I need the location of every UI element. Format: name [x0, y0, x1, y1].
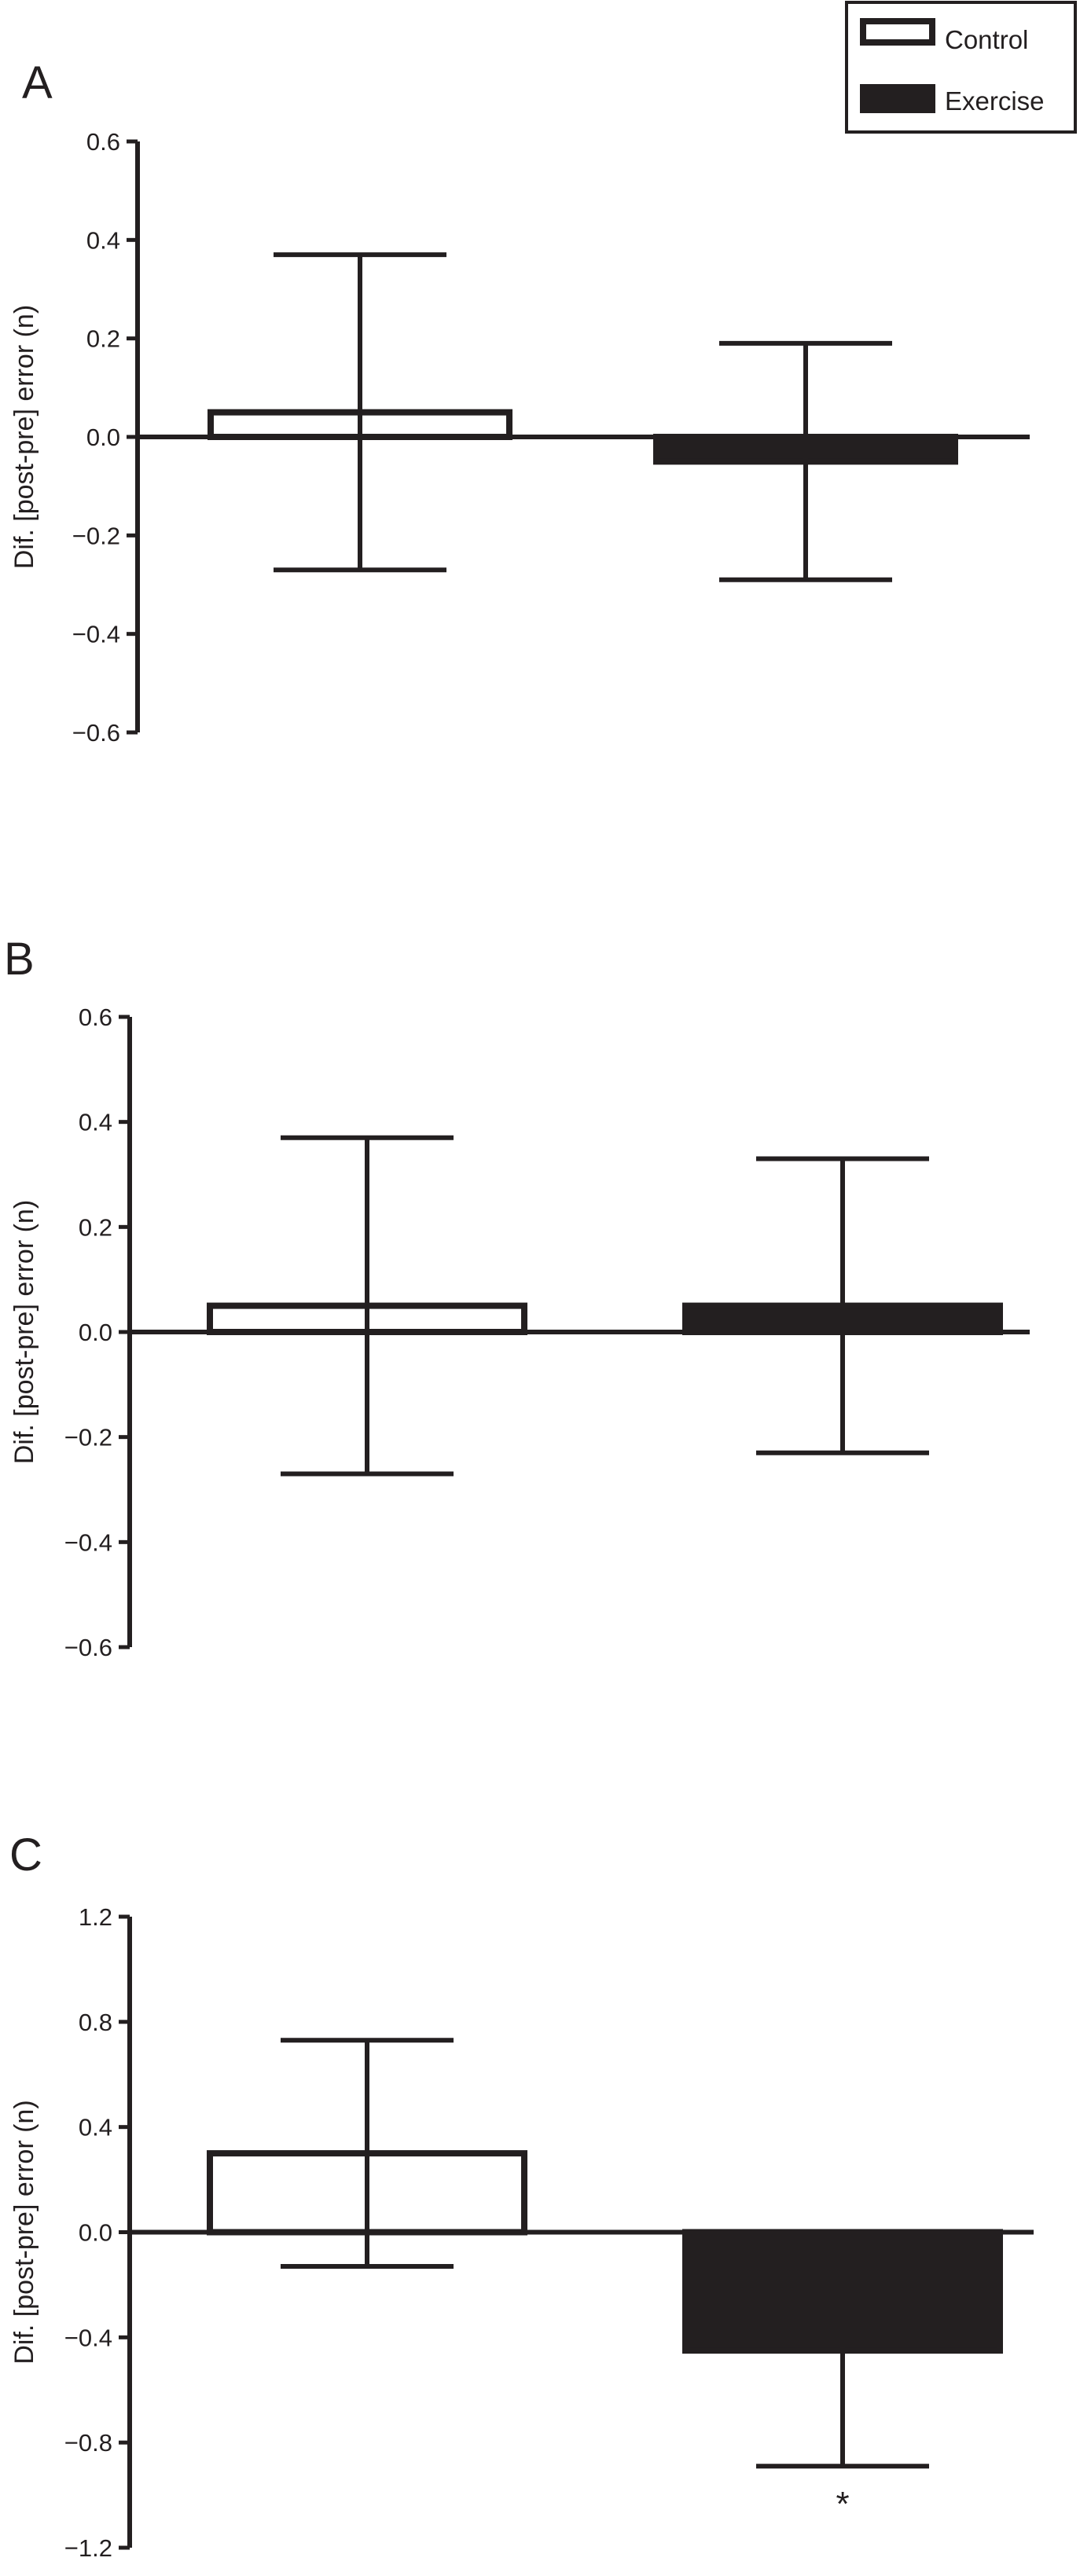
- significance-asterisk: *: [836, 2485, 849, 2523]
- y-tick-label: −0.8: [64, 2429, 112, 2457]
- legend-control-label: Control: [945, 25, 1028, 54]
- y-tick-label: 0.4: [86, 226, 120, 254]
- panel-c: C Dif. [post-pre] error (n) 1.2 0.8 0.4 0.0 −0…: [9, 1829, 1034, 2562]
- legend-exercise-swatch: [860, 84, 935, 113]
- y-tick-label: 0.0: [79, 1319, 112, 1346]
- legend: Control Exercise: [845, 1, 1077, 134]
- panel-b: B Dif. [post-pre] error (n) 0.6 0.4 0.2 0.0 −0…: [4, 934, 1030, 1661]
- y-tick-label: 0.4: [79, 1109, 112, 1136]
- y-tick-label: 0.2: [79, 1213, 112, 1241]
- panels: A Dif. [post-pre] error (n) 0.6 0.4 0.2 0.0 −0…: [4, 57, 1034, 2562]
- y-tick-label: −0.2: [64, 1424, 112, 1451]
- y-tick-label: −0.6: [72, 719, 120, 747]
- y-tick-label: 0.8: [79, 2009, 112, 2036]
- y-tick-label: −0.6: [64, 1634, 112, 1661]
- panel-letter: A: [22, 57, 53, 108]
- panel-letter: B: [4, 934, 35, 985]
- y-tick-label: −1.2: [64, 2534, 112, 2562]
- y-tick-label: 0.4: [79, 2114, 112, 2141]
- y-tick-label: 0.6: [79, 1004, 112, 1031]
- y-axis-label: Dif. [post-pre] error (n): [9, 2100, 39, 2364]
- y-tick-label: 0.2: [86, 325, 120, 353]
- y-axis-label: Dif. [post-pre] error (n): [9, 1200, 39, 1464]
- legend-control-swatch: [860, 18, 935, 46]
- legend-exercise-label: Exercise: [945, 86, 1045, 116]
- y-tick-label: −0.4: [72, 621, 120, 648]
- y-tick-label: −0.4: [64, 2324, 112, 2351]
- y-tick-label: 0.0: [86, 424, 120, 451]
- y-tick-label: 1.2: [79, 1903, 112, 1931]
- y-tick-label: 0.0: [79, 2219, 112, 2247]
- y-tick-label: 0.6: [86, 128, 120, 156]
- y-tick-label: −0.4: [64, 1528, 112, 1556]
- y-axis-label: Dif. [post-pre] error (n): [9, 305, 39, 569]
- panel-letter: C: [9, 1829, 42, 1881]
- y-tick-label: −0.2: [72, 522, 120, 549]
- panel-a: A Dif. [post-pre] error (n) 0.6 0.4 0.2 0.0 −0…: [9, 57, 1030, 747]
